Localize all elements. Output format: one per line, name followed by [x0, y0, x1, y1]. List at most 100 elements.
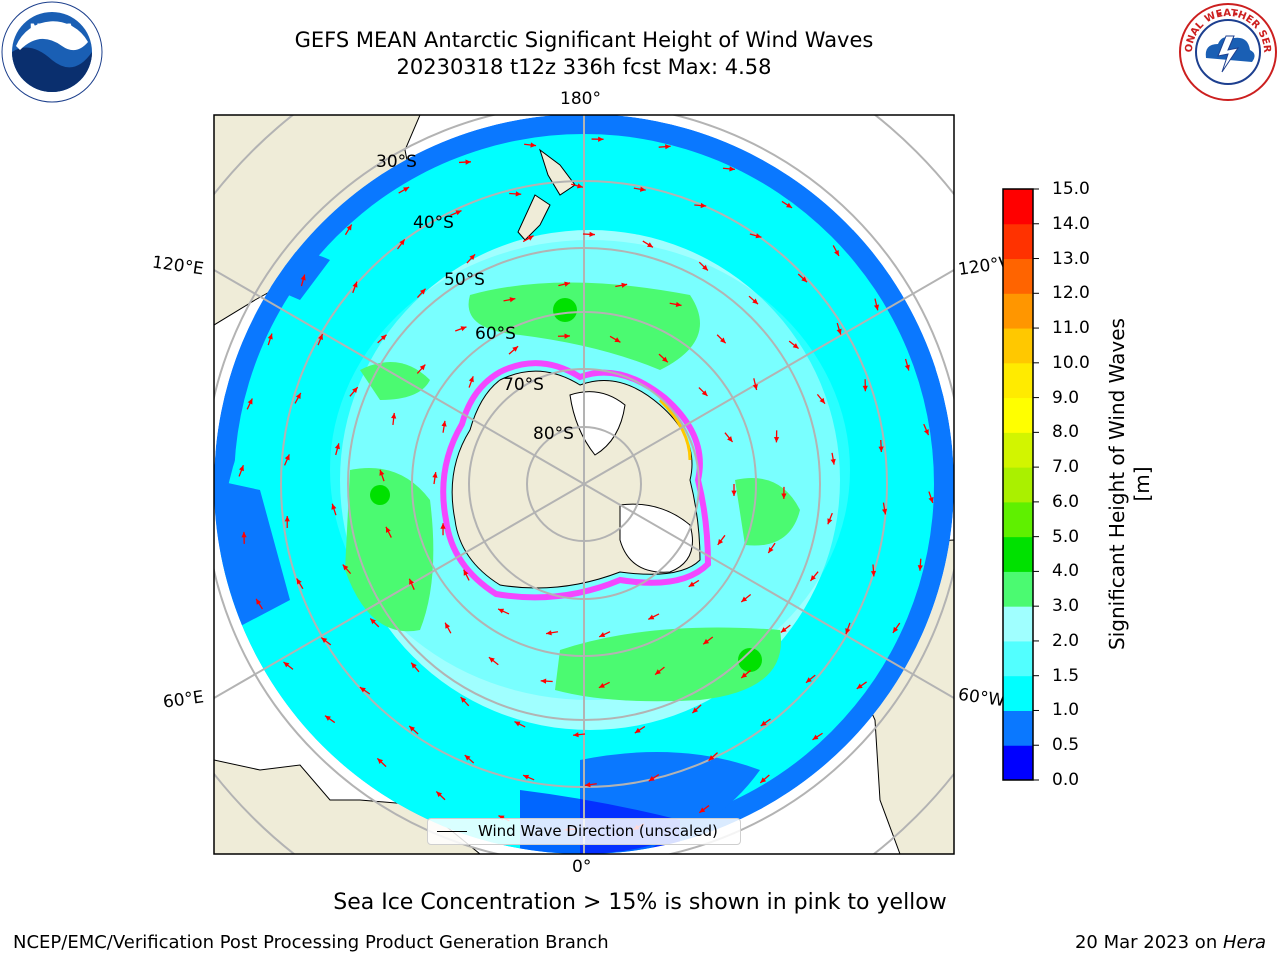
- wave-arrow-head: [741, 596, 748, 602]
- wave-arrow-head: [805, 677, 812, 683]
- colorbar-tick-label: 9.0: [1052, 387, 1080, 408]
- footer-right: 20 Mar 2023 on Hera: [1075, 932, 1266, 953]
- new-zealand-land: [539, 148, 576, 196]
- wave-arrow-head: [468, 376, 474, 383]
- wave-arrow-head: [577, 183, 583, 189]
- footer-host: Hera: [1222, 932, 1266, 953]
- wave-arrow-head: [830, 458, 836, 465]
- wave-arrow-head: [284, 516, 290, 522]
- lat-label-60: 60°S: [475, 324, 516, 344]
- wave-arrow-head: [917, 565, 923, 571]
- colorbar-tick-label: 2.0: [1052, 630, 1080, 651]
- wave-arrow-head: [701, 390, 708, 396]
- wave-arrow-head: [665, 144, 671, 150]
- wave-arrow-head: [241, 531, 247, 538]
- wave-arrow-head: [819, 397, 825, 404]
- wave-arrow-head: [391, 412, 397, 419]
- wave-arrow-head: [573, 732, 579, 738]
- colorbar-tick-label: 12.0: [1052, 283, 1090, 304]
- wave-arrow-head: [780, 627, 787, 633]
- wave-arrow-head: [892, 626, 899, 633]
- noaa-logo: NOAA: [1, 1, 103, 103]
- wave-arrow-head: [334, 443, 340, 450]
- africa-land: [214, 759, 481, 854]
- wave-arrow-head: [755, 233, 762, 239]
- wave-arrow-head: [441, 420, 447, 427]
- legend-label: Wind Wave Direction (unscaled): [478, 822, 718, 840]
- wave-arrow-head: [599, 632, 606, 637]
- wave-arrow-head: [419, 364, 426, 371]
- wave-arrow-head: [741, 672, 748, 678]
- lon-label-bottom: 0°: [572, 857, 592, 877]
- wave-arrow-head: [283, 662, 290, 668]
- colorbar-tick-label: 13.0: [1052, 248, 1090, 269]
- wave-arrow-head: [498, 815, 505, 821]
- wave-arrow-head: [352, 281, 358, 288]
- wave-arrow-head: [380, 334, 387, 341]
- wave-arrow-head: [904, 364, 910, 371]
- wave-arrow-head: [845, 628, 851, 635]
- colorbar-band: [1003, 362, 1033, 399]
- wave-arrow-head: [692, 707, 699, 714]
- wave-arrow-head: [856, 683, 863, 689]
- wave-arrow-head: [409, 725, 415, 732]
- wave-arrow-head: [318, 334, 323, 341]
- wave-arrow-head: [540, 678, 547, 684]
- wave-arrow-head: [752, 384, 758, 390]
- wave-arrow-head: [584, 782, 591, 788]
- wave-arrow-head: [786, 202, 793, 208]
- colorbar-tick-label: 5.0: [1052, 526, 1080, 547]
- wave-arrow-head: [708, 755, 715, 761]
- colorbar-band: [1003, 467, 1033, 503]
- wave-arrow-head: [662, 356, 668, 363]
- chart-title: GEFS MEAN Antarctic Significant Height o…: [294, 28, 874, 52]
- wave-arrow-head: [385, 526, 391, 533]
- wave-arrow-head: [409, 578, 414, 585]
- wave-arrow-head: [546, 630, 552, 636]
- wave-arrow-head: [792, 343, 799, 349]
- wave-arrow-head: [377, 758, 384, 764]
- wave-arrow-head: [881, 508, 888, 515]
- map-frame: [213, 114, 955, 855]
- wave-arrow-head: [768, 547, 774, 554]
- colorbar-frame: [1002, 188, 1034, 781]
- colorbar-band: [1003, 571, 1033, 607]
- wave-arrow-head: [436, 791, 443, 798]
- wave-arrow-head: [564, 333, 570, 339]
- wave-arrow-head: [639, 186, 646, 192]
- wave-arrow-head: [621, 282, 628, 288]
- colorbar-tick-label: 3.0: [1052, 596, 1080, 617]
- wave-arrow-head: [284, 454, 290, 461]
- wave-arrow-head: [445, 622, 451, 629]
- wave-arrow-head: [598, 136, 604, 142]
- colorbar-tick-label: 15.0: [1052, 179, 1090, 199]
- wave-arrow-head: [878, 446, 884, 452]
- wave-arrow-head: [403, 187, 410, 193]
- colorbar-band: [1003, 258, 1033, 294]
- wave-arrow-head: [801, 276, 808, 283]
- wave-arrow-head: [331, 503, 337, 510]
- wave-arrow-head: [239, 465, 244, 472]
- wave-arrow-head: [247, 398, 253, 405]
- chart-subtitle: 20230318 t12z 336h fcst Max: 4.58: [396, 55, 772, 79]
- wave-arrow-head: [359, 687, 366, 693]
- wave-arrow-head: [256, 598, 262, 605]
- colorbar-tick-label: 10.0: [1052, 352, 1090, 373]
- wave-arrow-head: [463, 569, 469, 576]
- lon-label-top: 180°: [560, 89, 601, 109]
- colorbar-band: [1003, 606, 1033, 642]
- wave-arrow-head: [719, 337, 726, 344]
- colorbar-band: [1003, 397, 1033, 433]
- colorbar-band: [1003, 189, 1033, 225]
- lat-label-30: 30°S: [376, 152, 417, 172]
- wave-arrow-head: [923, 429, 929, 436]
- wave-arrow-head: [598, 682, 605, 688]
- wave-arrow-head: [465, 159, 471, 165]
- wave-arrow-head: [469, 254, 476, 261]
- colorbar-label: Significant Height of Wind Waves [m]: [1105, 318, 1154, 650]
- wave-arrow-head: [455, 210, 462, 216]
- green-patch-west: [345, 468, 434, 632]
- wave-arrow-head: [464, 755, 471, 761]
- colorbar-band: [1003, 432, 1033, 468]
- wave-arrow-head: [523, 774, 530, 780]
